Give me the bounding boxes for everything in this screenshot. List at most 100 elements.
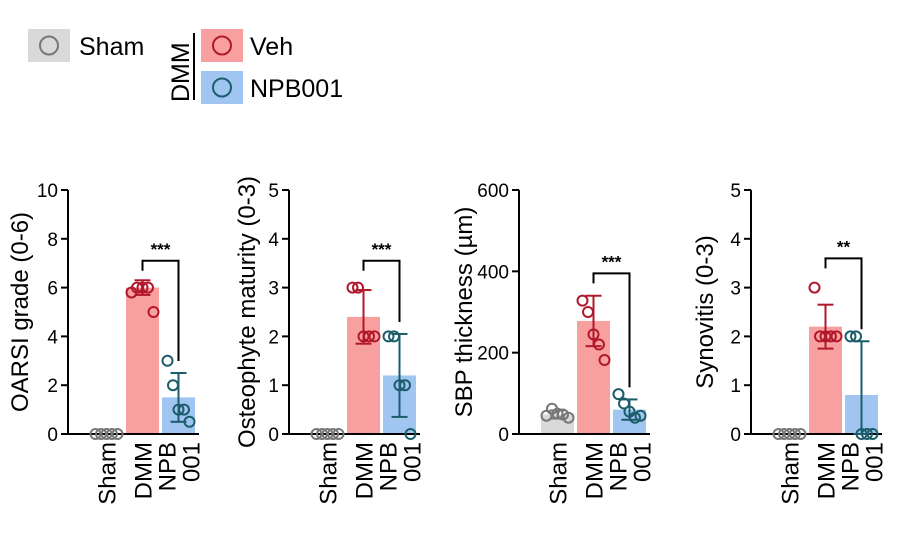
y-tick-label: 0 [730,425,741,446]
data-point [618,397,630,410]
data-point [576,294,589,307]
data-point [382,330,395,343]
legend-swatch-npb001 [201,71,243,104]
y-tick-label: 3 [268,279,279,300]
legend-label-veh: Veh [250,33,293,61]
data-point [363,330,375,343]
data-point [789,428,801,440]
y-tick-label: 200 [477,344,509,365]
significance-bracket [362,259,401,322]
data-point [178,403,190,416]
data-point [551,407,564,420]
data-point [111,428,124,440]
data-point [629,411,641,424]
legend-label-sham: Sham [79,33,144,61]
x-tick-label: 001 [630,442,657,482]
y-tick-label: 400 [477,262,509,283]
y-tick-label: 0 [268,425,279,446]
x-tick-label: DMM [131,442,158,499]
data-point [167,379,179,392]
y-tick-label: 5 [268,181,279,202]
significance-bracket [592,272,631,388]
legend-marker-sham [39,35,59,56]
data-point [587,328,600,341]
x-tick-label: 001 [400,442,427,482]
legend-marker-veh [212,35,232,56]
x-tick-label: DMM [582,442,609,499]
data-point [399,379,411,392]
y-tick-label: 8 [47,230,58,251]
x-tick-label: NPB [155,442,182,491]
data-point [161,354,174,367]
y-tick-label: 10 [37,181,58,202]
x-tick-label: Sham [316,442,343,505]
y-tick-label: 2 [730,327,741,348]
data-point [794,428,807,440]
data-point [593,338,605,351]
data-point [172,403,185,416]
significance-bracket [141,259,180,361]
y-tick-label: 3 [730,279,741,300]
data-point [147,306,160,318]
legend-swatch-sham [28,29,70,62]
x-tick-label: 001 [862,442,889,482]
x-tick-label: NPB [376,442,403,491]
y-tick-label: 6 [47,279,58,300]
x-tick-label: NPB [838,442,865,491]
data-point [183,415,196,428]
y-tick-label: 4 [730,230,741,251]
chart-panel-2: Osteophyte maturity (0-3) 0 1 2 3 4 5 *** Sham DM… [234,176,427,505]
data-point [368,330,381,343]
x-tick-label: NPB [606,442,633,491]
data-point [106,428,118,440]
data-point [142,281,154,294]
data-point [850,330,862,343]
bar-2 [126,287,159,434]
data-point [634,409,647,422]
x-tick-label: 001 [179,442,206,482]
data-point [612,388,625,401]
y-tick-label: 1 [730,376,741,397]
y-tick-label: 5 [730,181,741,202]
significance-label: *** [602,252,622,271]
data-point [562,411,575,424]
y-axis-label: OARSI grade (0-6) [7,212,34,412]
chart-panel-3: SBP thickness (µm) 0 200 400 600 *** Sham DMMNP… [451,181,657,505]
data-point [327,428,339,440]
data-point [346,281,359,294]
data-point [388,330,400,343]
x-tick-label: Sham [95,442,122,505]
data-point [393,379,406,392]
data-point [404,428,417,440]
x-tick-label: Sham [546,442,573,505]
y-tick-label: 2 [47,376,58,397]
legend-group-label-dmm: DMM [167,42,195,102]
x-tick-label: DMM [814,442,841,499]
data-point [332,428,345,440]
legend-marker-npb001 [212,77,232,98]
y-axis-label: Synovitis (0-3) [692,235,719,388]
data-point [825,330,837,343]
data-point [582,306,594,318]
data-point [352,281,364,294]
x-tick-label: Sham [778,442,805,505]
y-tick-label: 0 [498,425,509,446]
data-point [598,353,611,366]
y-tick-label: 1 [268,376,279,397]
y-tick-label: 4 [47,327,58,348]
significance-label: ** [837,237,851,256]
significance-label: *** [151,240,171,259]
data-point [844,330,857,343]
significance-label: *** [372,240,392,259]
y-tick-label: 4 [268,230,279,251]
y-axis-label: SBP thickness (µm) [451,207,478,418]
y-tick-label: 2 [268,327,279,348]
legend: Sham DMM Veh NPB001 [28,29,343,104]
y-tick-label: 600 [477,181,509,202]
y-tick-label: 0 [47,425,58,446]
data-point [861,428,873,440]
